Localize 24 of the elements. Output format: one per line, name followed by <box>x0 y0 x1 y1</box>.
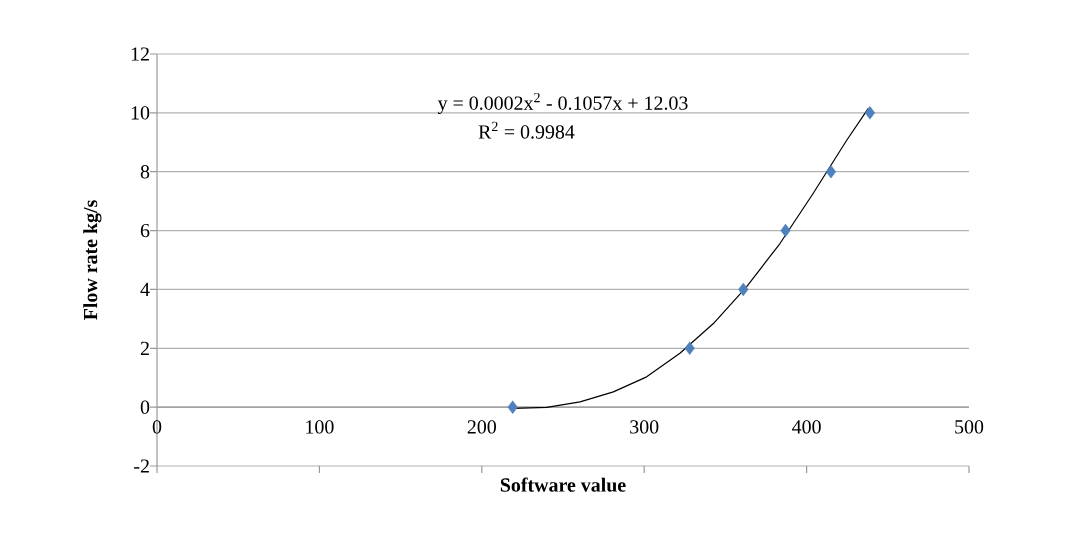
point <box>864 106 876 120</box>
y-tick-label: 10 <box>131 106 150 120</box>
point <box>507 400 518 414</box>
x-tick-label: 100 <box>306 420 334 434</box>
annotation: R$^{2}$ = 0.9984 <box>478 121 575 139</box>
y-tick-label: -2 <box>134 459 149 473</box>
x-axis-title: Software value <box>500 477 626 492</box>
point <box>825 165 837 179</box>
x-tick-label: 500 <box>955 420 984 434</box>
point <box>684 341 695 355</box>
x-tick-label: 200 <box>467 420 496 434</box>
annotation: y = 0.0002x$^{2}$ - 0.1057x + 12.03 <box>437 92 688 114</box>
x-tick-label: 0 <box>152 420 162 434</box>
y-tick-label: 12 <box>131 47 149 61</box>
y-tick-label: 4 <box>140 282 150 296</box>
y-tick-label: 2 <box>140 341 149 355</box>
x-tick-label: 300 <box>630 420 659 434</box>
y-tick-label: 8 <box>140 164 150 179</box>
x-tick-label: 400 <box>792 420 821 434</box>
y-axis-title: Flow rate kg/s <box>83 200 102 320</box>
y-tick-label: 6 <box>140 223 150 238</box>
point <box>780 223 791 238</box>
point <box>738 282 749 297</box>
y-tick-label: 0 <box>140 400 150 414</box>
